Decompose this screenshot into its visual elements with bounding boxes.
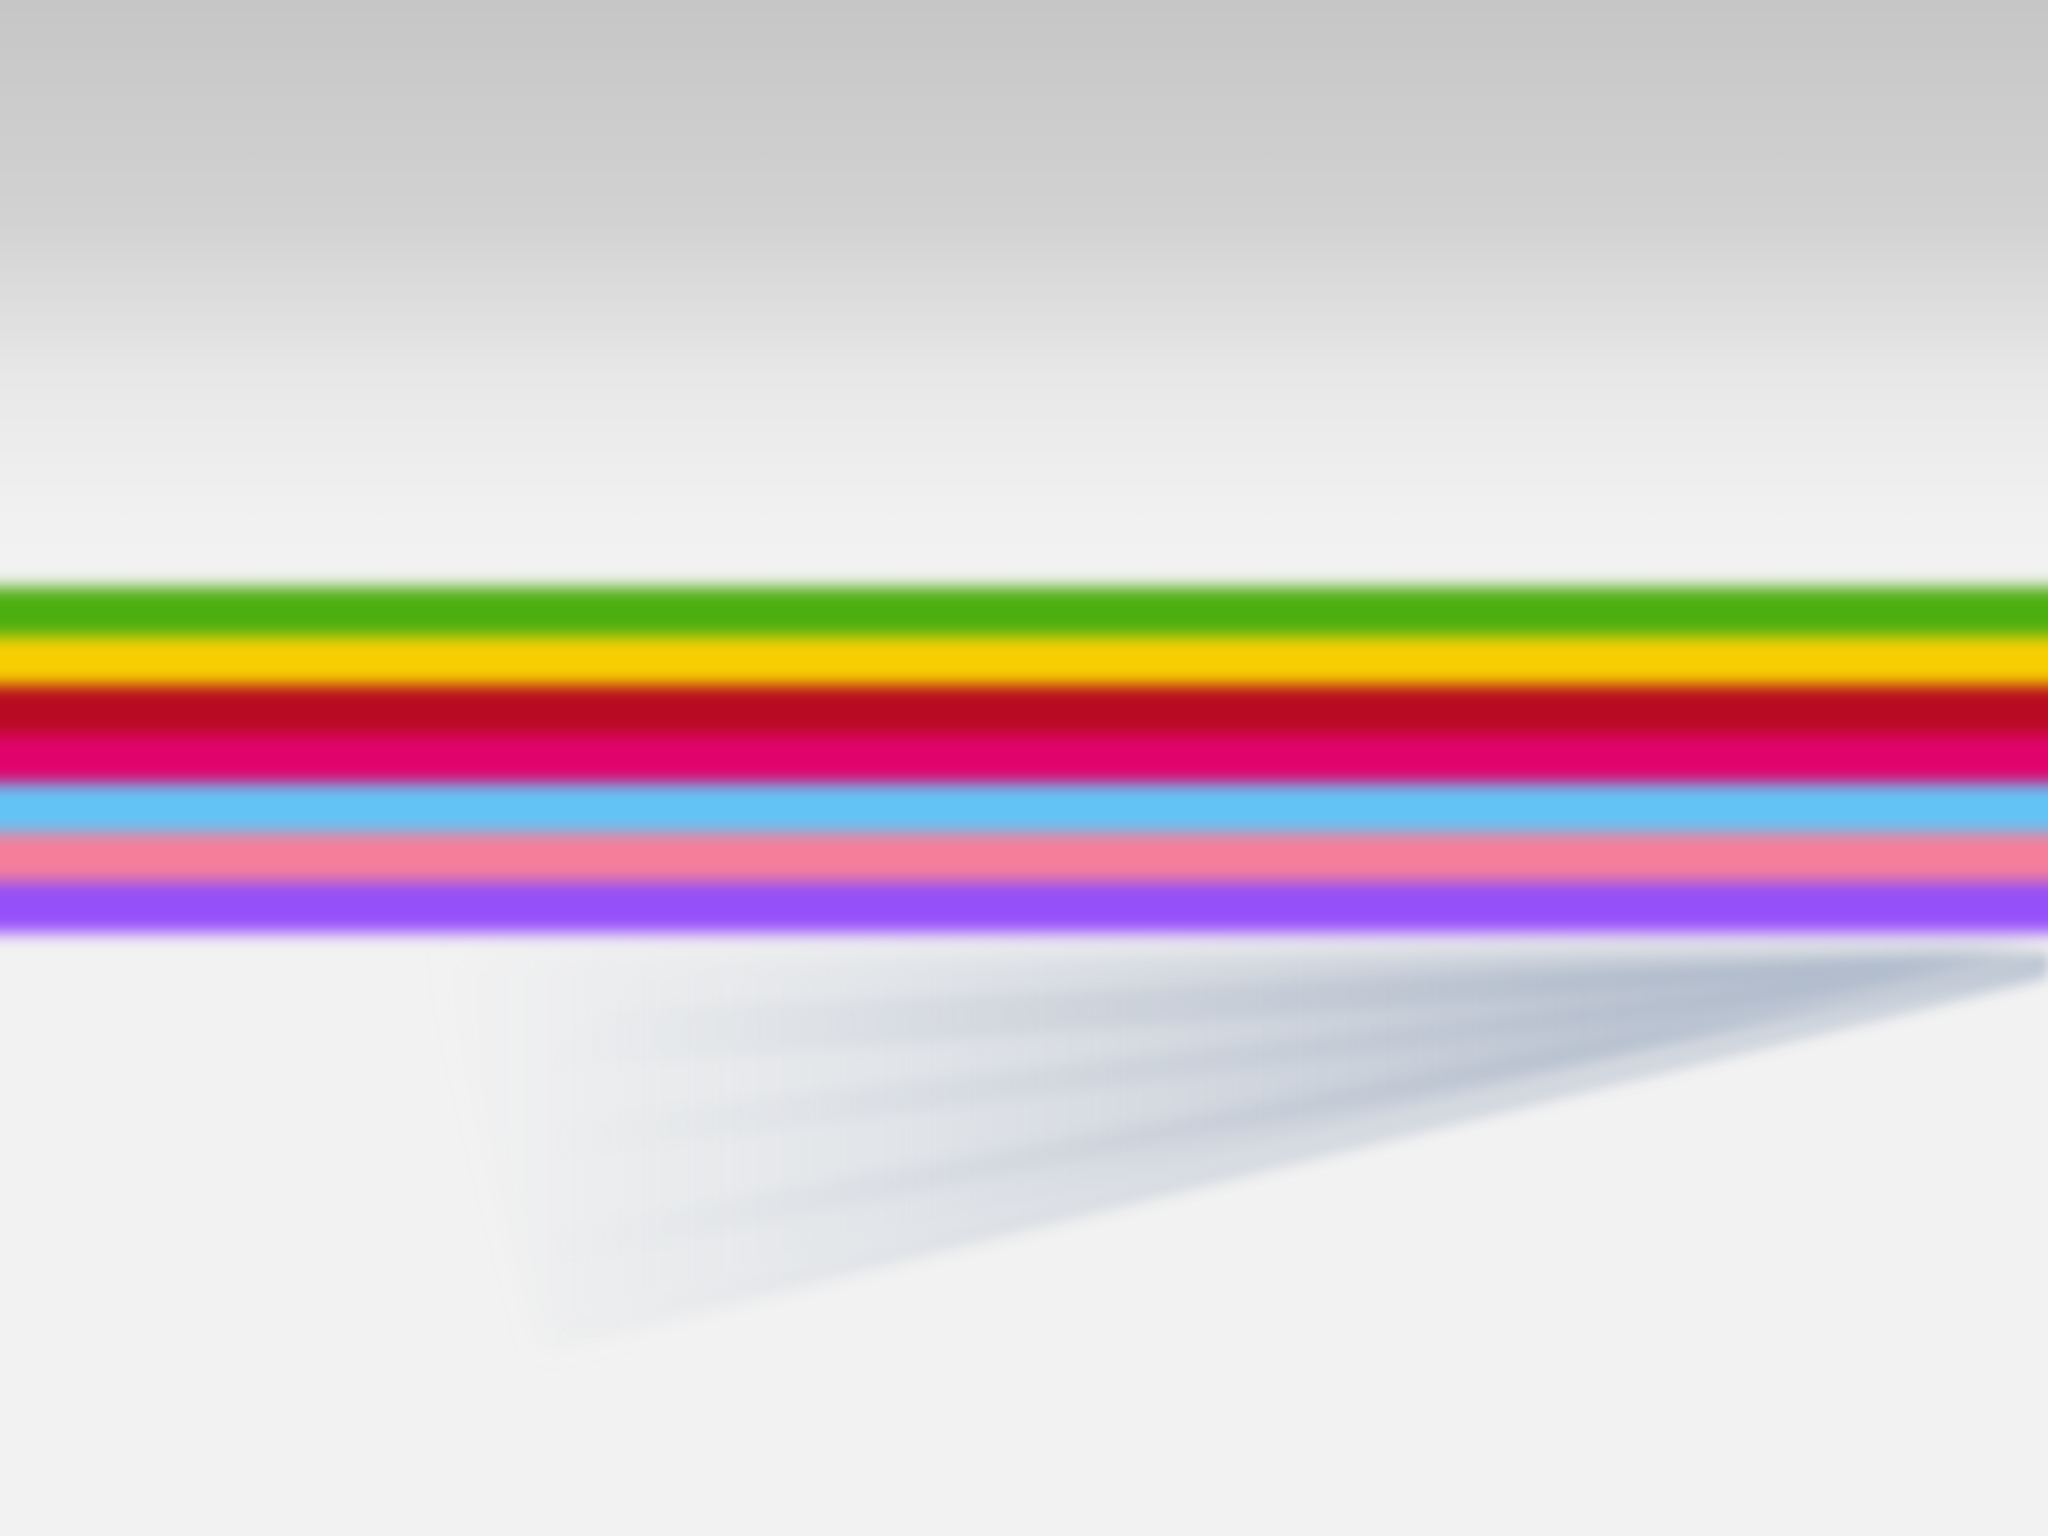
shadow-wedge <box>430 950 2048 1350</box>
stripe-violet <box>0 881 2048 933</box>
stripe-red <box>0 685 2048 737</box>
rainbow-stripes <box>0 575 2048 955</box>
stripe-pink <box>0 832 2048 884</box>
stripe-yellow <box>0 636 2048 688</box>
stripe-green <box>0 587 2048 639</box>
stripe-magenta <box>0 734 2048 786</box>
stripe-sky <box>0 783 2048 835</box>
